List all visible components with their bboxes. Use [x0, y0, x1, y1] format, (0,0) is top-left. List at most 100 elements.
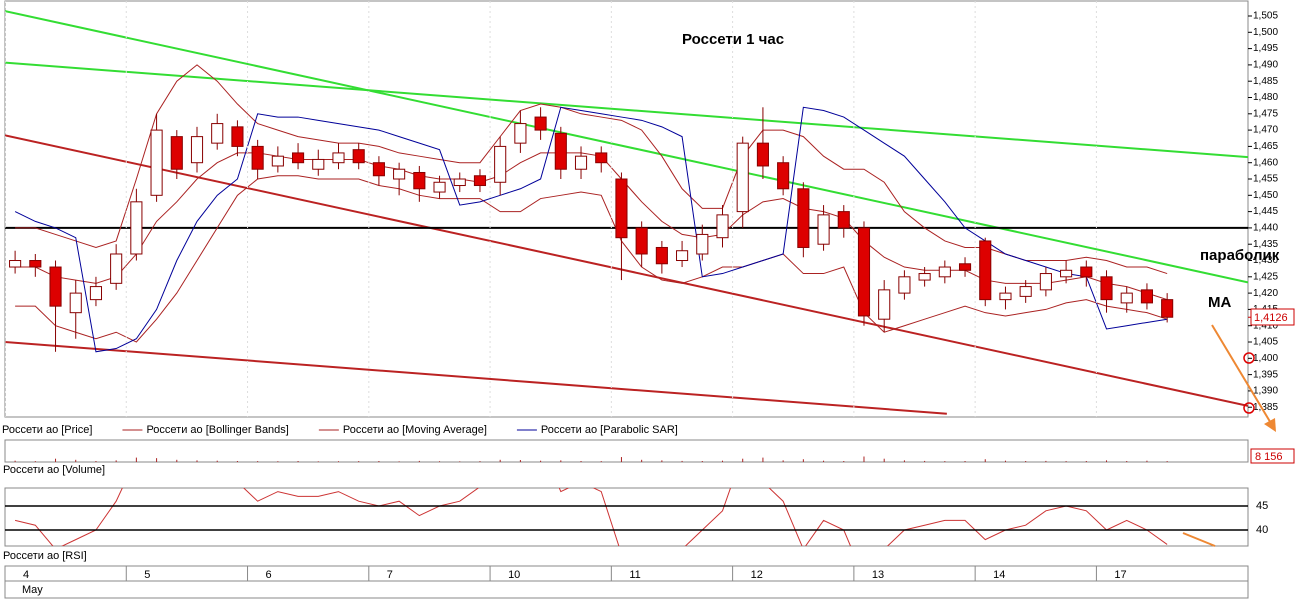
candle-body: [89, 286, 103, 301]
x-tick-label: 17: [1114, 569, 1126, 581]
candle-body: [514, 123, 527, 144]
candle-body: [110, 253, 123, 284]
candle-body: [271, 155, 284, 167]
indicator-line: [15, 175, 1168, 343]
rsi-tick-label: 40: [1256, 524, 1268, 536]
y-tick-label: 1,490: [1253, 60, 1278, 71]
candle-body: [958, 263, 972, 271]
candle-body: [312, 158, 325, 170]
y-tick-label: 1,480: [1253, 92, 1278, 103]
candle-body: [29, 260, 42, 268]
candle-body: [837, 211, 850, 229]
candle-body: [494, 145, 507, 183]
y-tick-label: 1,405: [1253, 337, 1278, 348]
candle-body: [9, 260, 22, 268]
y-tick-label: 1,425: [1253, 271, 1278, 282]
candle-body: [292, 152, 305, 164]
y-tick-label: 1,470: [1253, 125, 1278, 136]
candle-body: [1039, 273, 1052, 291]
chart-title: Россети 1 час: [682, 31, 784, 48]
price-plot: [5, 1, 1248, 417]
candle-body: [676, 250, 689, 262]
candle-body: [433, 181, 446, 193]
rsi-tick-label: 45: [1256, 500, 1268, 512]
candle-body: [251, 145, 264, 170]
y-tick-label: 1,400: [1253, 353, 1278, 364]
legend-label: Россети ао [Parabolic SAR]: [541, 424, 678, 436]
x-tick-label: 13: [872, 569, 884, 581]
candle-body: [655, 246, 668, 265]
month-label: May: [22, 584, 43, 596]
candle-body: [898, 276, 911, 294]
candle-body: [393, 168, 406, 180]
candle-body: [1161, 299, 1174, 318]
arrow-head: [1264, 418, 1276, 432]
y-tick-label: 1,390: [1253, 386, 1278, 397]
candle-body: [857, 227, 871, 317]
y-tick-label: 1,450: [1253, 190, 1278, 201]
candle-body: [696, 233, 709, 255]
candle-body: [797, 188, 810, 248]
y-tick-label: 1,420: [1253, 288, 1278, 299]
candle-body: [1120, 292, 1133, 304]
price-box: [1250, 308, 1295, 326]
candle-body: [938, 266, 951, 278]
y-tick-label: 1,435: [1253, 239, 1278, 250]
volume-frame: [4, 439, 1249, 463]
candle-body: [332, 152, 345, 164]
y-tick-label: 1,475: [1253, 108, 1278, 119]
arrow: [1211, 324, 1273, 426]
panel-title: Россети ао [RSI]: [3, 550, 87, 562]
legend-label: Россети ао [Moving Average]: [343, 424, 487, 436]
y-tick-label: 1,455: [1253, 174, 1278, 185]
x-tick-label: 7: [387, 569, 393, 581]
marker-circle: [1243, 352, 1255, 364]
y-tick-label: 1,430: [1253, 255, 1278, 266]
candle-body: [1060, 269, 1073, 278]
candle-body: [352, 149, 365, 164]
last-volume: 8 156: [1255, 451, 1283, 463]
y-tick-label: 1,385: [1253, 402, 1278, 413]
y-tick-label: 1,500: [1253, 27, 1278, 38]
trend-line: [5, 341, 947, 415]
candle-body: [716, 214, 729, 239]
candle-body: [211, 123, 224, 144]
x-tick-label: 4: [23, 569, 29, 581]
candle-body: [49, 266, 62, 307]
candle-body: [150, 129, 163, 196]
x-tick-label: 10: [508, 569, 520, 581]
x-tick-label: 11: [629, 569, 640, 581]
y-tick-label: 1,505: [1253, 11, 1278, 22]
legend-label: Россети ао [Price]: [2, 424, 92, 436]
candle-body: [574, 155, 588, 170]
candle-body: [999, 292, 1012, 301]
candle-body: [473, 175, 487, 187]
candle-body: [756, 142, 769, 167]
trend-line: [5, 134, 1248, 407]
candle-body: [777, 162, 790, 190]
date-frame: [4, 565, 1249, 599]
price-frame: [4, 0, 1249, 418]
candle-body: [372, 162, 385, 177]
candle-body: [1100, 276, 1113, 301]
candle-body: [130, 201, 143, 255]
x-tick-label: 6: [266, 569, 272, 581]
trend-line: [5, 61, 1248, 159]
y-tick-label: 1,495: [1253, 43, 1278, 54]
candle-body: [453, 178, 466, 187]
candle-body: [1140, 289, 1154, 304]
y-tick-label: 1,445: [1253, 206, 1278, 217]
candle-body: [817, 214, 830, 245]
y-tick-label: 1,395: [1253, 369, 1278, 380]
candle-body: [534, 116, 547, 131]
arrow: [1182, 532, 1216, 547]
candle-body: [878, 289, 891, 320]
candle-body: [170, 136, 183, 170]
rsi-frame: [4, 487, 1249, 547]
volume-box: [1250, 448, 1295, 464]
candle-body: [615, 178, 628, 239]
y-tick-label: 1,485: [1253, 76, 1278, 87]
candle-body: [554, 132, 567, 170]
